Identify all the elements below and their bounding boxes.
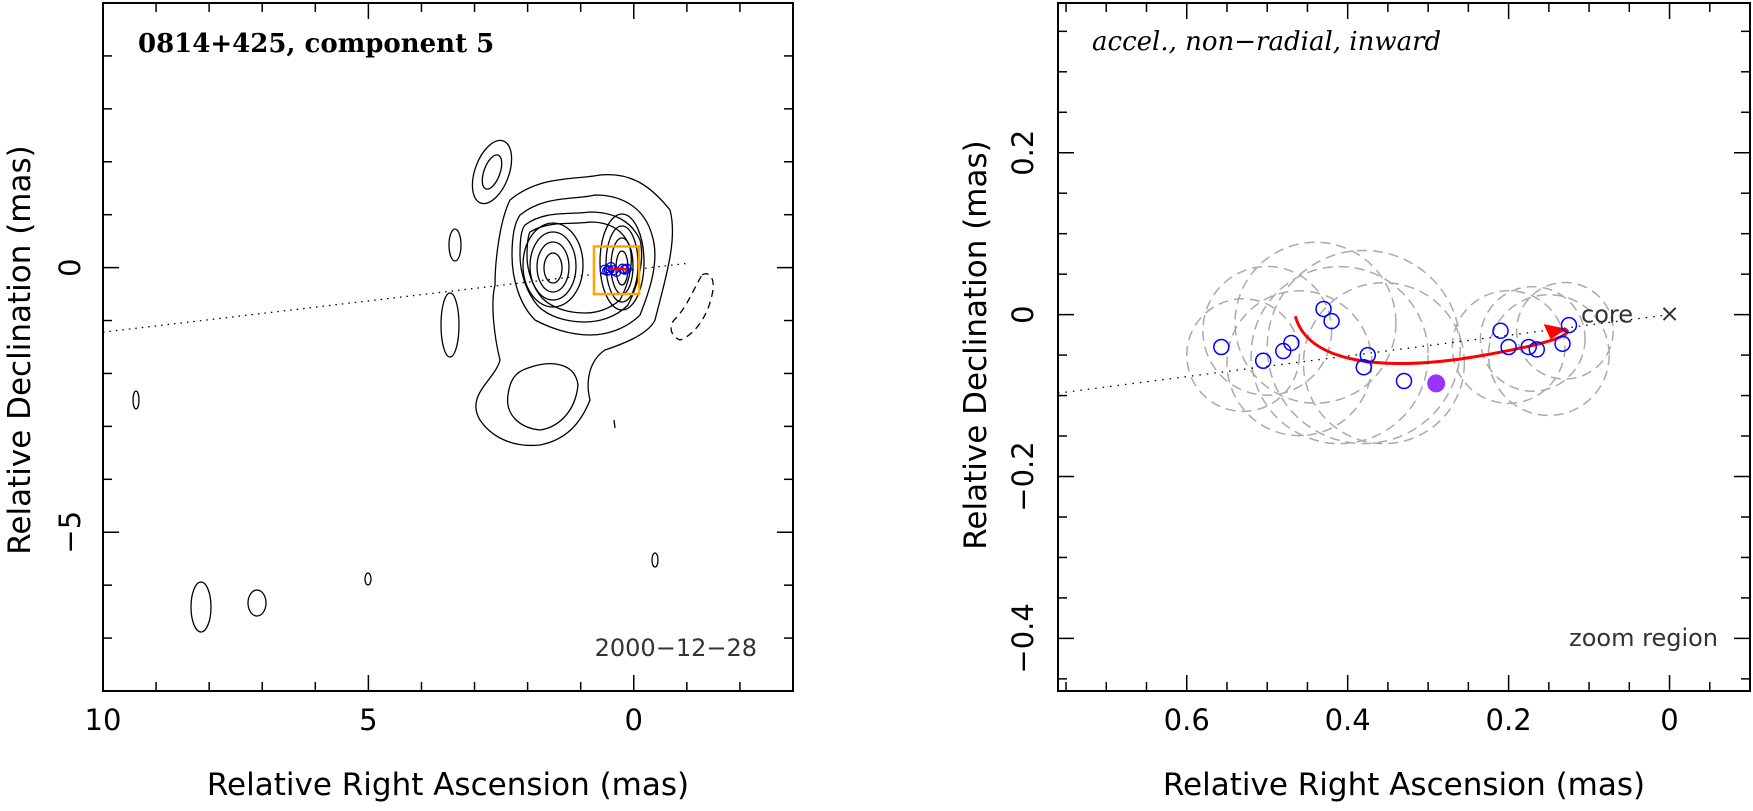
- component-point: [1275, 342, 1292, 360]
- left-plot-frame: [102, 2, 794, 692]
- right-x-axis-title: Relative Right Ascension (mas): [1163, 767, 1645, 803]
- zoom-box: [592, 245, 641, 296]
- peak-left-2: [529, 231, 577, 301]
- zoom-region-label: zoom region: [1569, 624, 1718, 652]
- peak-left-1: [522, 222, 584, 308]
- uncertainty-circle: [1302, 281, 1466, 445]
- left-overlays: [102, 245, 687, 333]
- uncertainty-circle: [1479, 285, 1586, 392]
- uncertainty-circle: [1451, 289, 1566, 405]
- jet-axis-line: [1057, 313, 1670, 394]
- component-point: [1213, 338, 1230, 356]
- component-point: [1323, 312, 1340, 330]
- left-panel: 10 5 0 0 −5: [2, 2, 794, 803]
- peak-left-3: [536, 241, 570, 293]
- track-arrowhead: [1543, 324, 1567, 340]
- component-point: [1500, 338, 1517, 356]
- right-data: core ×: [1057, 300, 1680, 394]
- contour-island: [440, 292, 460, 358]
- contour-level-4: [526, 221, 632, 314]
- contour-inner-lobe: [507, 363, 579, 431]
- observation-date: 2000−12−28: [595, 634, 757, 662]
- contour-island: [247, 589, 267, 617]
- y-tick-label: −0.2: [1006, 441, 1040, 511]
- negative-contour: [670, 273, 714, 341]
- uncertainty-circle: [1266, 249, 1462, 445]
- component-point: [1283, 334, 1300, 352]
- left-panel-title: 0814+425, component 5: [138, 29, 494, 59]
- contour-island: [481, 154, 503, 190]
- contour-map: [132, 139, 714, 633]
- right-axis-ticks: 0.6 0.4 0.2 0 0.2 0 −0.2 −0.4: [1006, 3, 1750, 737]
- component-point: [1492, 322, 1509, 340]
- component-point: [1355, 358, 1373, 376]
- mean-position-point: [1427, 374, 1446, 393]
- jet-axis-line: [102, 262, 687, 333]
- component-point: [1560, 316, 1578, 334]
- uncertainty-circle: [1250, 265, 1429, 445]
- contour-level-2: [511, 194, 656, 336]
- contour-island: [613, 419, 616, 429]
- contour-island: [471, 139, 513, 205]
- x-tick-label: 10: [85, 703, 122, 737]
- y-tick-label: 0.2: [1006, 130, 1040, 176]
- left-x-axis-title: Relative Right Ascension (mas): [207, 767, 689, 803]
- component-point: [1254, 352, 1272, 370]
- y-tick-label: −0.4: [1006, 603, 1040, 673]
- contour-island: [132, 390, 140, 410]
- x-tick-label: 0: [625, 703, 643, 737]
- contour-outer: [475, 173, 674, 447]
- x-tick-label: 0.4: [1325, 703, 1371, 737]
- uncertainty-circle: [1234, 241, 1397, 404]
- right-y-axis-title: Relative Declination (mas): [958, 140, 994, 550]
- component-point: [1528, 341, 1546, 358]
- track-line: [609, 267, 628, 271]
- contour-island: [364, 572, 372, 586]
- y-tick-label: −5: [53, 511, 87, 554]
- x-tick-label: 5: [359, 703, 377, 737]
- contour-island: [190, 581, 212, 633]
- component-point: [1395, 372, 1413, 390]
- component-point: [1359, 346, 1377, 364]
- x-tick-label: 0.2: [1486, 703, 1532, 737]
- component-point: [1315, 300, 1332, 318]
- left-axis-ticks: 10 5 0 0 −5: [53, 2, 794, 737]
- y-tick-label: 0: [1006, 305, 1040, 323]
- uncertainty-circle: [1202, 265, 1333, 396]
- core-label: core: [1581, 301, 1633, 329]
- y-tick-label: 0: [53, 258, 87, 276]
- contour-level-3: [519, 211, 643, 323]
- right-panel-title: accel., non−radial, inward: [1092, 27, 1441, 57]
- component-point: [1554, 335, 1571, 353]
- left-y-axis-title: Relative Declination (mas): [2, 145, 38, 555]
- right-plot-frame: [1057, 2, 1751, 692]
- peak-left-4: [543, 252, 563, 284]
- right-panel: 0.6 0.4 0.2 0 0.2 0 −0.2 −0.4 core × accel., non…: [958, 2, 1751, 803]
- uncertainty-circles: [1185, 241, 1614, 445]
- uncertainty-circle: [1515, 281, 1614, 380]
- x-tick-label: 0.6: [1164, 703, 1210, 737]
- peak-right-1: [599, 213, 645, 311]
- uncertainty-circle: [1487, 293, 1610, 417]
- uncertainty-circle: [1185, 298, 1301, 413]
- contour-island: [651, 552, 659, 568]
- component-point: [1520, 338, 1537, 356]
- component-marker: [603, 265, 614, 276]
- x-tick-label: 0: [1660, 703, 1678, 737]
- contour-island: [448, 228, 462, 262]
- core-marker: ×: [1659, 300, 1679, 328]
